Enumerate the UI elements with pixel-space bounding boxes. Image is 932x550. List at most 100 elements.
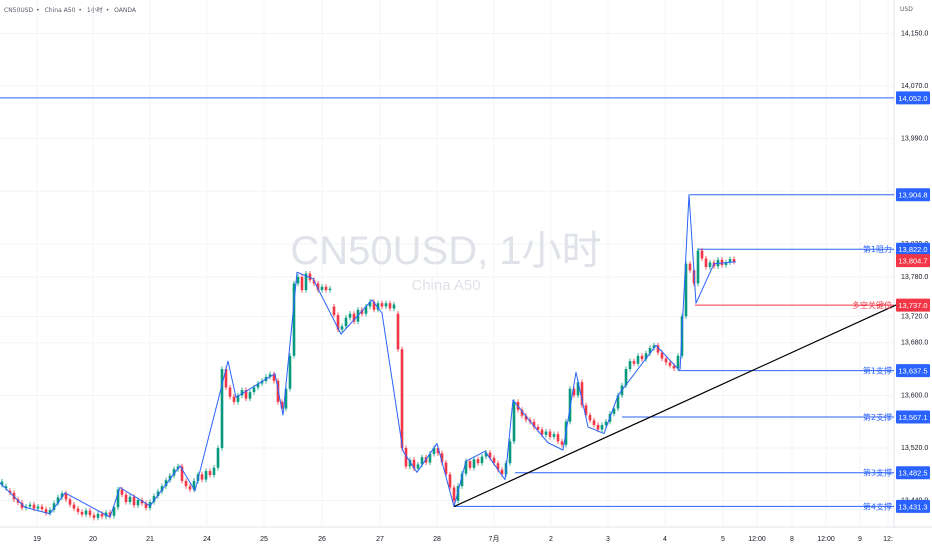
y-tick-label: 13,720.0 bbox=[901, 313, 928, 320]
symbol-name: China A50 bbox=[44, 7, 76, 14]
x-tick-label: 28 bbox=[433, 536, 441, 543]
candle-body bbox=[0, 481, 4, 485]
candle-body bbox=[668, 362, 672, 366]
candle-body bbox=[572, 388, 576, 396]
candle-body bbox=[64, 493, 68, 500]
candle-body bbox=[468, 461, 472, 468]
candle-body bbox=[360, 309, 364, 314]
price-label-bg bbox=[896, 466, 930, 480]
candle-body bbox=[456, 486, 460, 501]
interval-label[interactable]: 1小时 bbox=[86, 7, 103, 14]
price-label-bg bbox=[896, 242, 930, 256]
candle-body bbox=[460, 473, 464, 487]
price-label-text: 13,904.8 bbox=[898, 191, 927, 200]
candle-body bbox=[388, 303, 392, 309]
drawings-overlay bbox=[0, 194, 898, 518]
price-label[interactable]: 13,904.8 bbox=[896, 188, 930, 202]
y-tick-label: 13,780.0 bbox=[901, 274, 928, 281]
candle-body bbox=[416, 464, 420, 469]
candle-body bbox=[596, 424, 600, 430]
y-tick-label: 14,150.0 bbox=[901, 30, 928, 37]
candle-body bbox=[652, 345, 656, 348]
candle-body bbox=[4, 486, 8, 489]
candle-body bbox=[512, 401, 516, 442]
x-tick-label: 2 bbox=[549, 536, 553, 543]
price-label[interactable]: 13,482.5 bbox=[896, 466, 930, 480]
candle-body bbox=[672, 365, 676, 369]
price-label[interactable]: 13,637.5 bbox=[896, 364, 930, 378]
candle-body bbox=[144, 503, 148, 508]
x-tick-label: 4 bbox=[663, 536, 667, 543]
candle-body bbox=[296, 276, 300, 284]
x-tick-label: 21 bbox=[146, 536, 154, 543]
price-label-text: 14,052.0 bbox=[898, 94, 927, 103]
candle-body bbox=[540, 429, 544, 435]
candle-body bbox=[244, 390, 248, 399]
candle-body bbox=[660, 352, 664, 359]
candle-body bbox=[696, 250, 700, 284]
candle-body bbox=[136, 500, 140, 506]
candle-body bbox=[44, 509, 48, 514]
candle-body bbox=[592, 420, 596, 425]
candle-body bbox=[392, 304, 396, 309]
candle-body bbox=[320, 286, 324, 291]
level-labels: 14,052.0 13,904.8 13,822.0 第1阻力 13,804.7 13,7… bbox=[852, 91, 930, 513]
candle-body bbox=[372, 301, 376, 310]
x-tick-label: 3 bbox=[606, 536, 610, 543]
candle-body bbox=[204, 471, 208, 480]
candle-body bbox=[228, 387, 232, 397]
candle-body bbox=[232, 396, 236, 402]
candle-body bbox=[352, 313, 356, 322]
currency-label: USD bbox=[900, 6, 913, 13]
candle-body bbox=[588, 415, 592, 421]
level-name-label: 第4支撑 bbox=[863, 501, 892, 511]
x-tick-label: 25 bbox=[260, 536, 268, 543]
price-label[interactable]: 13,822.0 bbox=[896, 242, 930, 256]
candle-body bbox=[240, 390, 244, 396]
candle-body bbox=[8, 490, 12, 493]
chart-grid bbox=[0, 0, 932, 528]
y-tick-label: 13,600.0 bbox=[901, 392, 928, 399]
candle-body bbox=[448, 474, 452, 488]
price-label-bg bbox=[896, 188, 930, 202]
candle-body bbox=[148, 501, 152, 508]
price-label[interactable]: 14,052.0 bbox=[896, 91, 930, 105]
candle-body bbox=[552, 434, 556, 437]
candle-body bbox=[464, 461, 468, 474]
price-label[interactable]: 13,431.3 bbox=[896, 499, 930, 513]
candle-body bbox=[576, 382, 580, 396]
candle-body bbox=[732, 259, 736, 262]
candle-body bbox=[220, 369, 224, 449]
candle-body bbox=[260, 380, 264, 384]
candle-body bbox=[96, 513, 100, 518]
price-label[interactable]: 13,804.7 bbox=[896, 254, 930, 268]
price-label[interactable]: 13,567.1 bbox=[896, 410, 930, 424]
candle-body bbox=[384, 303, 388, 307]
candle-body bbox=[48, 509, 52, 514]
candle-body bbox=[40, 506, 44, 510]
candle-body bbox=[72, 504, 76, 509]
candle-body bbox=[180, 466, 184, 481]
x-tick-label: 5 bbox=[721, 536, 725, 543]
candle-body bbox=[132, 496, 136, 506]
candle-body bbox=[88, 510, 92, 516]
candle-body bbox=[208, 471, 212, 475]
x-tick-label: 8 bbox=[790, 536, 794, 543]
candle-body bbox=[52, 503, 56, 510]
candle-body bbox=[684, 263, 688, 317]
price-label-text: 13,822.0 bbox=[898, 245, 927, 254]
candle-body bbox=[656, 345, 660, 353]
candle-body bbox=[292, 283, 296, 356]
symbol-code[interactable]: CN50USD bbox=[4, 7, 34, 14]
price-label[interactable]: 13,737.0 bbox=[896, 298, 930, 312]
candle-body bbox=[476, 459, 480, 464]
candle-body bbox=[412, 459, 416, 469]
x-tick-label: 9 bbox=[858, 536, 862, 543]
candle-body bbox=[580, 382, 584, 406]
x-tick-label: 26 bbox=[318, 536, 326, 543]
candle-body bbox=[632, 361, 636, 364]
symbol-header: CN50USD • China A50 • 1小时 • OANDA bbox=[4, 7, 137, 14]
candle-body bbox=[152, 496, 156, 502]
candle-body bbox=[452, 487, 456, 501]
